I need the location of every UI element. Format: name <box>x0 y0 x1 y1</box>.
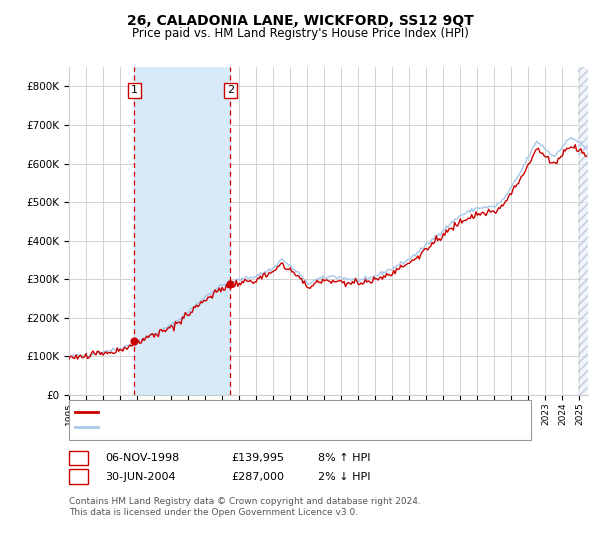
Text: 8% ↑ HPI: 8% ↑ HPI <box>318 453 371 463</box>
Point <box>130 337 139 346</box>
Text: £139,995: £139,995 <box>231 453 284 463</box>
Text: 26, CALADONIA LANE, WICKFORD, SS12 9QT: 26, CALADONIA LANE, WICKFORD, SS12 9QT <box>127 14 473 28</box>
Text: 26, CALADONIA LANE, WICKFORD, SS12 9QT (detached house): 26, CALADONIA LANE, WICKFORD, SS12 9QT (… <box>102 407 430 417</box>
Bar <box>134 67 230 395</box>
Text: 06-NOV-1998: 06-NOV-1998 <box>105 453 179 463</box>
Text: 30-JUN-2004: 30-JUN-2004 <box>105 472 176 482</box>
Text: 1: 1 <box>75 453 82 463</box>
Text: 2% ↓ HPI: 2% ↓ HPI <box>318 472 371 482</box>
Text: 1: 1 <box>131 85 138 95</box>
Text: HPI: Average price, detached house, Basildon: HPI: Average price, detached house, Basi… <box>102 422 340 432</box>
Text: Contains HM Land Registry data © Crown copyright and database right 2024.
This d: Contains HM Land Registry data © Crown c… <box>69 497 421 517</box>
Text: 2: 2 <box>227 85 234 95</box>
Text: 2: 2 <box>75 472 82 482</box>
Point <box>226 279 235 288</box>
Bar <box>578 67 588 395</box>
Text: Price paid vs. HM Land Registry's House Price Index (HPI): Price paid vs. HM Land Registry's House … <box>131 27 469 40</box>
Text: £287,000: £287,000 <box>231 472 284 482</box>
